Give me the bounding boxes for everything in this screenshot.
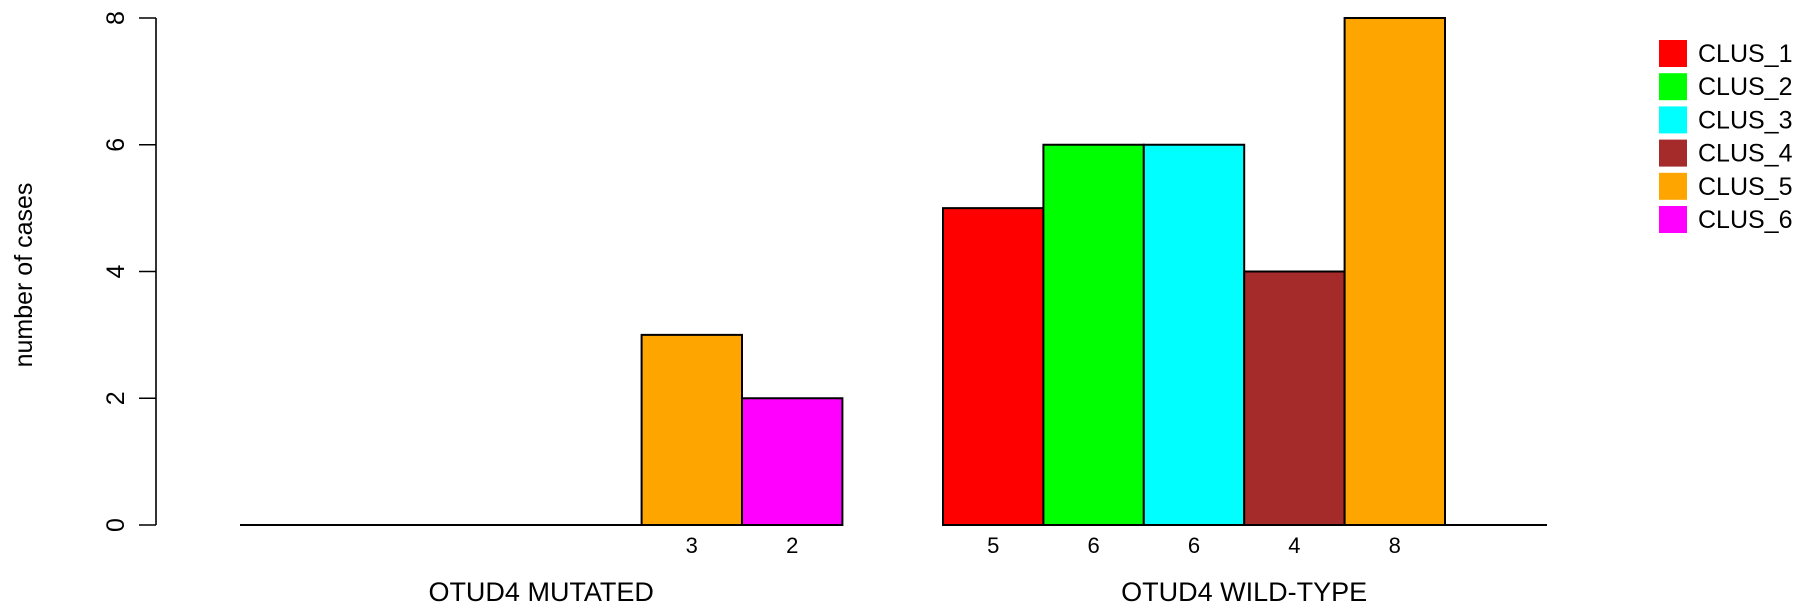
legend-swatch (1659, 40, 1687, 67)
bar-value-label: 6 (1087, 533, 1099, 558)
legend: CLUS_1 CLUS_2 CLUS_3 CLUS_4 CLUS_5 CLUS_6 (1659, 40, 1793, 234)
y-tick-label: 2 (102, 391, 130, 405)
group-labels: OTUD4 MUTATED OTUD4 WILD-TYPE (428, 577, 1367, 607)
legend-swatch (1659, 73, 1687, 101)
legend-swatch (1659, 172, 1687, 200)
y-axis-label: number of cases (10, 183, 38, 368)
legend-label: CLUS_1 (1698, 40, 1793, 68)
y-tick-label: 4 (102, 264, 130, 278)
bar (1142, 143, 1246, 526)
bar (1243, 270, 1346, 526)
legend-label: CLUS_5 (1698, 173, 1793, 201)
legend-label: CLUS_2 (1698, 73, 1793, 101)
bar (640, 333, 743, 526)
group-label: OTUD4 WILD-TYPE (1121, 577, 1367, 607)
bars (640, 17, 1446, 526)
bar (1343, 17, 1446, 526)
bar-value-label: 2 (786, 533, 798, 558)
legend-swatch (1659, 106, 1687, 134)
y-tick-label: 6 (102, 138, 130, 152)
legend-label: CLUS_3 (1698, 106, 1793, 134)
bar (942, 207, 1045, 526)
legend-swatch (1659, 139, 1687, 167)
legend-swatch (1659, 206, 1687, 233)
group-label: OTUD4 MUTATED (428, 577, 654, 607)
bar (741, 397, 844, 526)
legend-label: CLUS_4 (1698, 140, 1793, 168)
bar-value-label: 4 (1288, 533, 1300, 558)
bar-value-label: 3 (686, 533, 698, 558)
bar-value-labels: 3 2 5 6 6 4 8 (686, 533, 1401, 558)
y-tick-label: 8 (102, 11, 130, 25)
bar-value-label: 6 (1188, 533, 1200, 558)
bar (1042, 143, 1145, 526)
y-tick-label: 0 (102, 518, 130, 532)
bar-value-label: 5 (987, 533, 999, 558)
bar-value-label: 8 (1389, 533, 1401, 558)
y-axis: 0 2 4 6 8 (102, 11, 157, 532)
legend-label: CLUS_6 (1698, 206, 1793, 234)
